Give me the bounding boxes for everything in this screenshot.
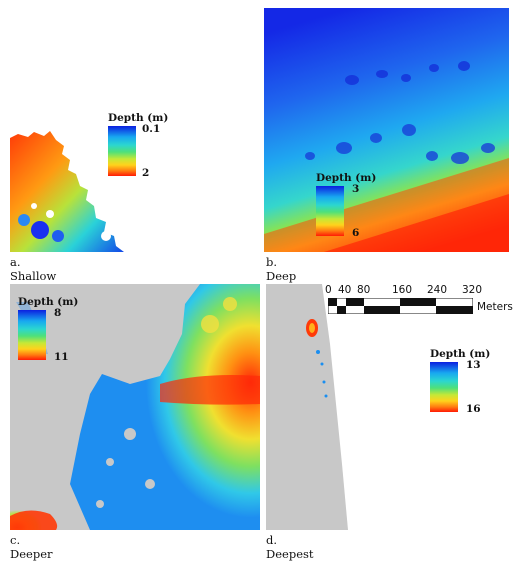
depth-color-ramp — [316, 186, 344, 236]
legend-max-label: 6 — [352, 227, 360, 239]
caption-shallow: a. Shallow — [10, 255, 57, 283]
legend-title: Depth (m) — [430, 348, 491, 360]
legend-max-label: 11 — [54, 351, 69, 363]
map-deep — [264, 8, 509, 252]
map-shallow — [10, 131, 124, 252]
scale-tick-label: 160 — [392, 284, 413, 296]
depth-color-ramp — [108, 126, 136, 176]
legend-title: Depth (m) — [108, 112, 169, 124]
legend-min-label: 0.1 — [142, 123, 161, 135]
scale-bar-graphic — [328, 298, 473, 314]
scale-tick-label: 0 — [325, 284, 332, 296]
caption-deep: b. Deep — [266, 255, 297, 283]
caption-deepest: d. Deepest — [266, 533, 314, 561]
depth-color-ramp — [18, 310, 46, 360]
caption-deeper: c. Deeper — [10, 533, 53, 561]
map-deeper — [10, 284, 260, 530]
depth-color-ramp — [430, 362, 458, 412]
legend-max-label: 2 — [142, 167, 150, 179]
scale-tick-label: 80 — [357, 284, 371, 296]
scale-tick-label: 240 — [427, 284, 448, 296]
scale-tick-label: 40 — [338, 284, 352, 296]
legend-min-label: 8 — [54, 307, 62, 319]
scale-tick-label: 320 — [462, 284, 483, 296]
scale-units: Meters — [477, 301, 513, 313]
legend-min-label: 13 — [466, 359, 481, 371]
legend-title: Depth (m) — [18, 296, 79, 308]
map-deepest — [266, 284, 348, 530]
legend-title: Depth (m) — [316, 172, 377, 184]
legend-min-label: 3 — [352, 183, 360, 195]
legend-max-label: 16 — [466, 403, 481, 415]
